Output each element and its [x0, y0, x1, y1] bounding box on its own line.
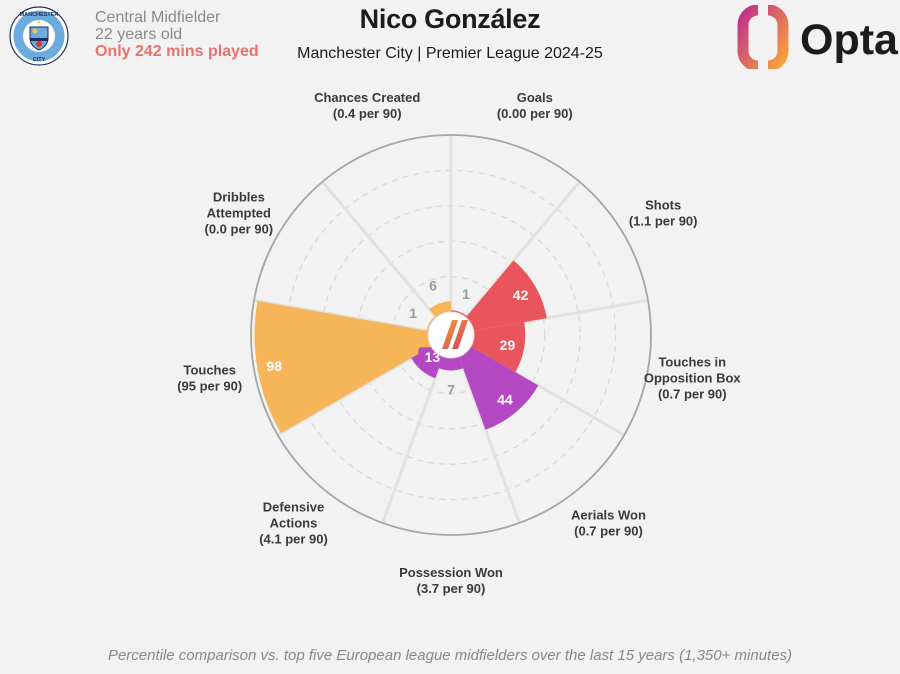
value-text: 1 — [462, 286, 470, 302]
metric-label: Shots(1.1 per 90) — [629, 198, 698, 229]
metric-detail: (0.7 per 90) — [658, 387, 727, 402]
minutes-warning: Only 242 mins played — [95, 43, 259, 60]
slice-touches — [254, 300, 432, 434]
metric-name: Dribbles — [213, 190, 265, 205]
opta-wordmark: Opta — [800, 16, 899, 64]
metric-detail: (1.1 per 90) — [629, 214, 698, 229]
value-badge — [493, 334, 522, 355]
metric-name: Touches — [183, 363, 236, 378]
badge-top-text: MANCHESTER — [20, 12, 59, 18]
metric-detail: (95 per 90) — [177, 379, 242, 394]
value-label: 1 — [462, 286, 470, 302]
metric-detail: (0.0 per 90) — [204, 222, 273, 237]
metric-name: Shots — [645, 198, 681, 213]
value-text: 1 — [409, 305, 417, 321]
player-age: 22 years old — [95, 26, 183, 43]
value-label: 1 — [409, 305, 417, 321]
metric-label: Touches(95 per 90) — [177, 363, 242, 394]
opta-logo: Opta — [737, 5, 899, 69]
metric-name: Goals — [517, 90, 553, 105]
metric-detail: (0.00 per 90) — [497, 106, 573, 121]
club-badge-logo: MANCHESTER CITY — [9, 6, 69, 66]
player-meta: Central Midfielder 22 years old Only 242… — [95, 9, 259, 60]
spoke-line — [464, 180, 581, 319]
value-badge — [260, 356, 289, 377]
value-label: 6 — [429, 278, 437, 294]
metric-name: Attempted — [207, 206, 271, 221]
metric-detail: (0.7 per 90) — [574, 524, 643, 539]
footer-note: Percentile comparison vs. top five Europ… — [107, 647, 793, 664]
slice-chances-created — [429, 301, 451, 318]
metric-label-layer: Goals(0.00 per 90) Shots(1.1 per 90) Touch… — [177, 90, 741, 596]
player-subtitle: Manchester City | Premier League 2024-25 — [297, 45, 603, 62]
player-position: Central Midfielder — [95, 9, 221, 26]
value-text: 42 — [513, 287, 529, 303]
value-badge — [490, 389, 519, 410]
value-label: 29 — [493, 334, 522, 355]
center-logo — [427, 311, 475, 359]
slice-aerials-won — [458, 346, 539, 430]
metric-detail: (3.7 per 90) — [417, 581, 486, 596]
metric-label: Aerials Won(0.7 per 90) — [571, 508, 646, 539]
metric-name: Possession Won — [399, 565, 503, 580]
value-badge — [506, 284, 535, 305]
metric-name: Touches in — [658, 355, 726, 370]
center-logo-icon — [442, 320, 468, 349]
value-text: 44 — [497, 391, 513, 407]
metric-name: Actions — [270, 516, 318, 531]
slice-layer — [254, 260, 547, 434]
metric-name: Aerials Won — [571, 508, 646, 523]
metric-detail: (0.4 per 90) — [333, 106, 402, 121]
outer-ring — [250, 134, 652, 536]
metric-label: Possession Won(3.7 per 90) — [399, 565, 503, 596]
value-label: 44 — [490, 389, 519, 410]
value-label: 42 — [506, 284, 535, 305]
spoke-line — [321, 180, 438, 319]
value-label: 98 — [260, 356, 289, 377]
metric-detail: (4.1 per 90) — [259, 532, 328, 547]
value-text: 29 — [500, 337, 516, 353]
metric-name: Defensive — [263, 500, 324, 515]
value-text: 98 — [266, 358, 282, 374]
player-name: Nico González — [359, 4, 541, 34]
spoke-line — [381, 356, 445, 524]
badge-bottom-text: CITY — [33, 57, 46, 63]
value-text: 7 — [447, 381, 455, 397]
outline-layer — [250, 134, 652, 536]
metric-label: Goals(0.00 per 90) — [497, 90, 573, 121]
metric-name: Opposition Box — [644, 371, 742, 386]
metric-name: Chances Created — [314, 90, 420, 105]
value-text: 6 — [429, 278, 437, 294]
slice-shots — [465, 260, 547, 332]
value-label: 7 — [447, 381, 455, 397]
metric-label: Chances Created(0.4 per 90) — [314, 90, 420, 121]
